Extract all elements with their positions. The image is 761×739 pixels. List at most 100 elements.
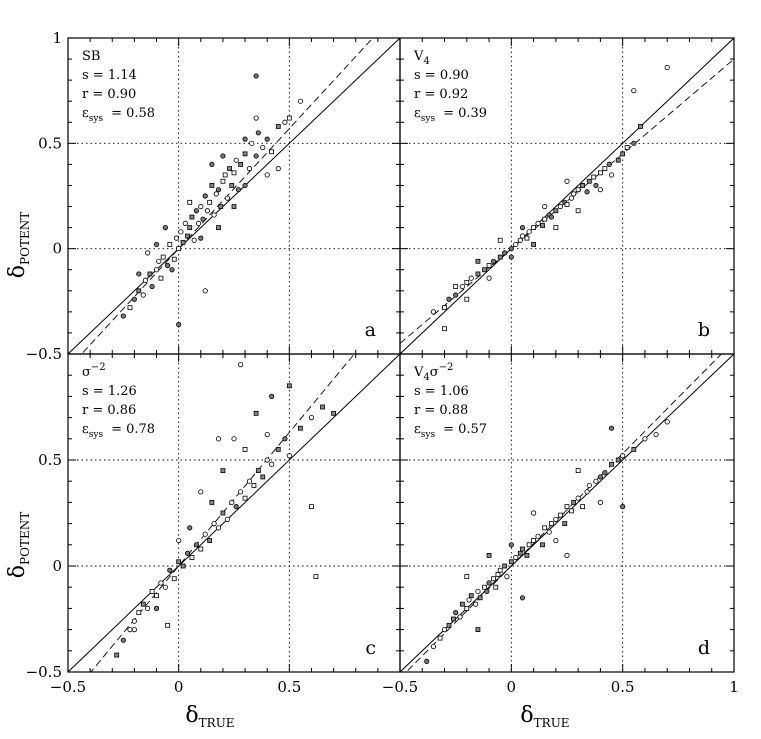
data-point (224, 195, 230, 201)
data-point (176, 246, 182, 252)
data-point (548, 214, 555, 220)
data-point (620, 504, 626, 510)
data-point (464, 296, 470, 302)
data-point (491, 576, 496, 582)
data-point (497, 567, 503, 573)
y-axis-label-sub-top: POTENT (18, 212, 32, 265)
data-point (131, 296, 137, 302)
data-point (602, 166, 608, 172)
data-point (631, 446, 637, 452)
y-tick-label: 1 (52, 29, 62, 47)
data-point (638, 124, 643, 129)
data-point (153, 241, 160, 248)
data-point (597, 474, 604, 480)
data-point (446, 296, 452, 302)
data-point (586, 178, 592, 184)
y-axis-label-symbol-bottom: δ (5, 565, 30, 578)
data-point (575, 468, 581, 474)
panel-frame (399, 353, 735, 673)
data-point (286, 115, 292, 121)
data-point (202, 531, 208, 537)
data-point (571, 191, 577, 197)
data-point (553, 208, 559, 214)
data-point (482, 267, 488, 273)
y-axis-label-sub-bottom: POTENT (18, 512, 32, 565)
data-point (482, 584, 488, 590)
annotation-eps: εsys = 0.78 (82, 422, 155, 440)
scatter-points (424, 419, 670, 665)
data-point (642, 436, 648, 442)
data-point (238, 161, 244, 167)
data-point (624, 145, 630, 150)
data-point (229, 183, 235, 188)
data-point (220, 178, 226, 184)
data-point (564, 178, 570, 184)
data-point (158, 275, 164, 281)
data-point (209, 183, 215, 188)
y-tick-label: 0 (52, 240, 62, 258)
data-point (424, 658, 430, 665)
data-point (569, 508, 574, 514)
data-point (193, 542, 199, 548)
data-point (606, 161, 612, 167)
data-point (497, 254, 503, 260)
data-point (557, 512, 563, 518)
data-point (520, 546, 525, 552)
data-point (187, 199, 193, 205)
data-point (620, 151, 626, 157)
y-axis-label-bottom: δPOTENT (5, 512, 32, 578)
data-point (526, 542, 532, 548)
annotation-sample: SB (82, 49, 100, 64)
panel-c: σ−2 s = 1.26 r = 0.86 εsys = 0.78 c (67, 353, 401, 673)
data-point (198, 203, 204, 210)
annotation-slope: s = 1.06 (414, 384, 469, 399)
data-point (475, 588, 481, 595)
data-point (202, 288, 208, 294)
annotation-eps-value: = 0.39 (443, 106, 487, 121)
data-point (497, 237, 503, 243)
data-point (246, 166, 253, 172)
data-point (131, 618, 137, 624)
data-point (602, 470, 608, 476)
data-point (495, 572, 501, 577)
data-point (464, 574, 470, 579)
data-point (441, 626, 448, 633)
data-point (185, 233, 190, 239)
data-point (442, 305, 447, 311)
scatter-points (120, 73, 303, 328)
data-point (553, 516, 559, 522)
data-point (442, 326, 447, 332)
data-point (475, 627, 481, 632)
data-point (575, 208, 581, 214)
data-point (459, 601, 465, 607)
data-point (484, 588, 490, 595)
x-axis-label-symbol-left: δ (185, 703, 198, 728)
data-point (486, 553, 492, 558)
x-tick-label: 0.5 (611, 678, 635, 696)
data-point (209, 161, 215, 167)
annotation-eps-symbol: ε (82, 422, 89, 437)
panel-letter: c (365, 637, 376, 659)
data-point (320, 404, 325, 410)
data-point (264, 136, 270, 142)
data-point (171, 576, 177, 582)
annotation-eps-value: = 0.58 (111, 106, 155, 121)
annotation-eps-sub: sys (421, 114, 436, 124)
x-axis-label-right: δTRUE (520, 703, 569, 730)
data-point (475, 258, 481, 264)
data-point (593, 182, 599, 189)
data-point (282, 119, 288, 125)
data-point (593, 478, 599, 484)
data-point (564, 552, 570, 559)
data-point (173, 235, 180, 241)
x-axis-label-symbol-right: δ (520, 703, 533, 728)
data-point (540, 542, 545, 548)
data-point (571, 499, 577, 505)
data-point (502, 250, 508, 256)
data-point (459, 283, 465, 290)
annotation-correlation: r = 0.92 (414, 87, 468, 102)
x-tick-label: 0 (507, 678, 517, 696)
